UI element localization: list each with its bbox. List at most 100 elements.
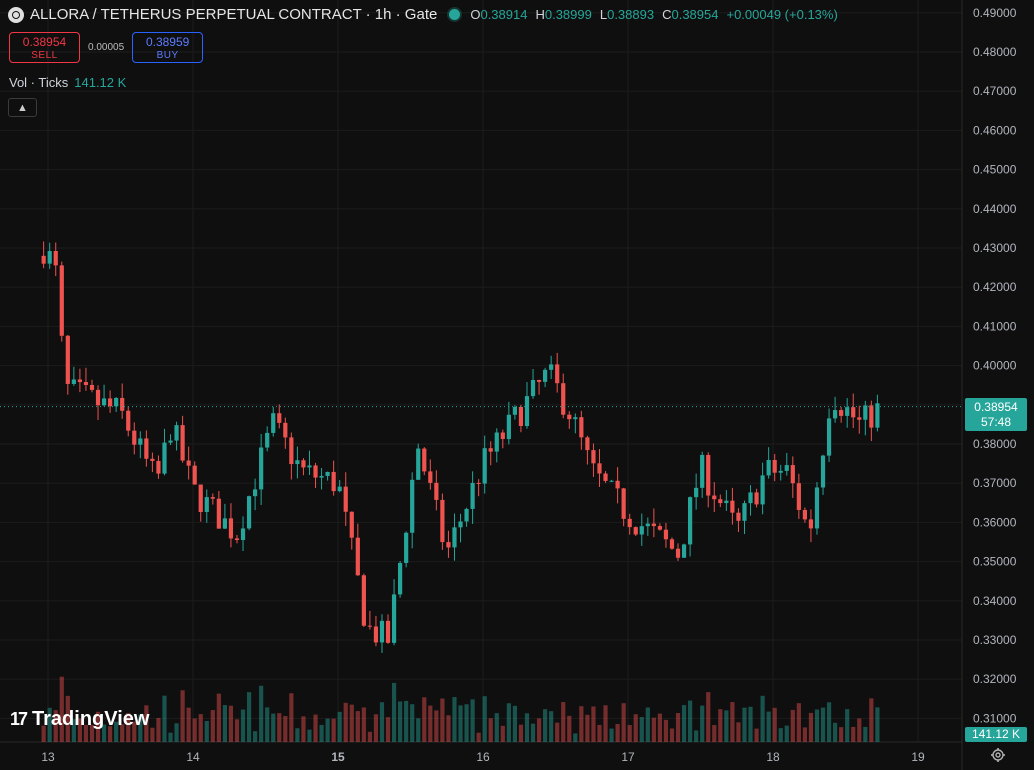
time-tick-label: 13 xyxy=(41,750,55,764)
candle-body xyxy=(174,425,179,441)
bar-countdown: 57:48 xyxy=(980,415,1012,429)
high-label: H xyxy=(535,7,545,22)
candle-body xyxy=(627,518,632,528)
candle-body xyxy=(784,465,789,471)
candle-body xyxy=(108,398,113,407)
candle-body xyxy=(289,437,294,465)
candle-body xyxy=(724,500,729,504)
buy-button[interactable]: 0.38959 BUY xyxy=(132,32,204,63)
open-value: 0.38914 xyxy=(480,7,528,22)
volume-bar xyxy=(89,724,95,742)
volume-bar xyxy=(530,723,536,742)
close-value: 0.38954 xyxy=(671,7,719,22)
sell-button[interactable]: 0.38954 SELL xyxy=(9,32,80,63)
candle-body xyxy=(567,414,572,420)
spread-value: 0.00005 xyxy=(88,42,125,53)
price-tick-label: 0.45000 xyxy=(973,163,1017,177)
volume-bar xyxy=(265,707,270,742)
candle-body xyxy=(349,511,354,538)
candle-body xyxy=(857,417,862,420)
gear-icon[interactable] xyxy=(990,747,1006,763)
collapse-legend-button[interactable]: ▲ xyxy=(8,98,37,117)
symbol-legend: ALLORA / TETHERUS PERPETUAL CONTRACT · 1… xyxy=(8,6,838,23)
volume-legend[interactable]: Vol · Ticks 141.12 K xyxy=(9,75,126,90)
volume-bar xyxy=(41,725,46,742)
candle-body xyxy=(120,397,125,411)
candle-body xyxy=(742,503,747,521)
volume-bar xyxy=(651,717,656,742)
volume-bar xyxy=(361,707,366,742)
candle-body xyxy=(277,413,282,423)
tradingview-logo[interactable]: 17 TradingView xyxy=(10,708,149,731)
volume-bar xyxy=(343,702,348,742)
volume-bar xyxy=(150,727,155,742)
volume-bar xyxy=(627,725,632,742)
price-tick-label: 0.37000 xyxy=(973,476,1017,490)
candle-body xyxy=(458,521,463,528)
volume-bar xyxy=(410,704,415,742)
sell-label: SELL xyxy=(31,50,58,61)
candle-body xyxy=(808,519,814,529)
volume-bar xyxy=(645,707,650,742)
candle-body xyxy=(337,486,342,492)
candle-body xyxy=(573,417,578,420)
candle-body xyxy=(186,460,191,466)
volume-bar xyxy=(168,732,173,742)
volume-bar xyxy=(857,718,862,742)
candle-body xyxy=(192,465,197,485)
volume-bar xyxy=(675,712,681,742)
volume-bar xyxy=(271,713,276,742)
candle-body xyxy=(778,470,783,473)
volume-bar xyxy=(222,705,227,742)
volume-bar xyxy=(144,705,149,742)
price-tick-label: 0.31000 xyxy=(973,711,1017,725)
volume-bar xyxy=(748,706,753,742)
candle-body xyxy=(760,475,765,505)
price-tick-label: 0.48000 xyxy=(973,45,1017,59)
candle-body xyxy=(833,410,838,419)
candle-body xyxy=(639,526,644,535)
candle-body xyxy=(416,448,421,480)
volume-bar xyxy=(349,704,354,742)
candle-body xyxy=(579,417,584,438)
close-label: C xyxy=(662,7,672,22)
candle-body xyxy=(246,496,252,529)
time-tick-label: 18 xyxy=(766,750,780,764)
volume-bar xyxy=(760,695,765,742)
volume-bar xyxy=(108,726,113,742)
candle-body xyxy=(615,480,620,489)
volume-bar xyxy=(126,712,131,742)
candle-body xyxy=(228,518,234,539)
high-value: 0.38999 xyxy=(544,7,592,22)
volume-bar xyxy=(615,723,620,742)
candle-body xyxy=(126,410,131,431)
candle-body xyxy=(669,539,675,549)
candle-body xyxy=(210,497,215,499)
sell-price: 0.38954 xyxy=(22,35,67,49)
candle-body xyxy=(621,488,626,519)
candle-body xyxy=(530,379,536,397)
candle-body xyxy=(657,526,662,530)
candle-body xyxy=(494,432,499,452)
candle-body xyxy=(772,459,777,473)
symbol-title[interactable]: ALLORA / TETHERUS PERPETUAL CONTRACT · 1… xyxy=(30,6,438,23)
volume-bar xyxy=(488,718,493,742)
time-tick-label: 17 xyxy=(621,750,635,764)
volume-bar xyxy=(114,721,119,742)
candle-body xyxy=(101,398,107,406)
volume-bar xyxy=(808,712,814,742)
candle-body xyxy=(204,497,209,513)
candle-body xyxy=(802,509,807,520)
candle-body xyxy=(476,482,481,484)
candle-body xyxy=(845,407,850,416)
candle-body xyxy=(663,529,669,540)
volume-bar xyxy=(301,716,306,742)
buy-label: BUY xyxy=(156,50,179,61)
volume-bar xyxy=(597,724,602,742)
volume-bar xyxy=(138,714,143,742)
tradingview-mark-icon: 17 xyxy=(10,709,28,729)
candle-body xyxy=(367,625,372,627)
volume-bar xyxy=(778,728,783,742)
candle-body xyxy=(271,413,276,433)
